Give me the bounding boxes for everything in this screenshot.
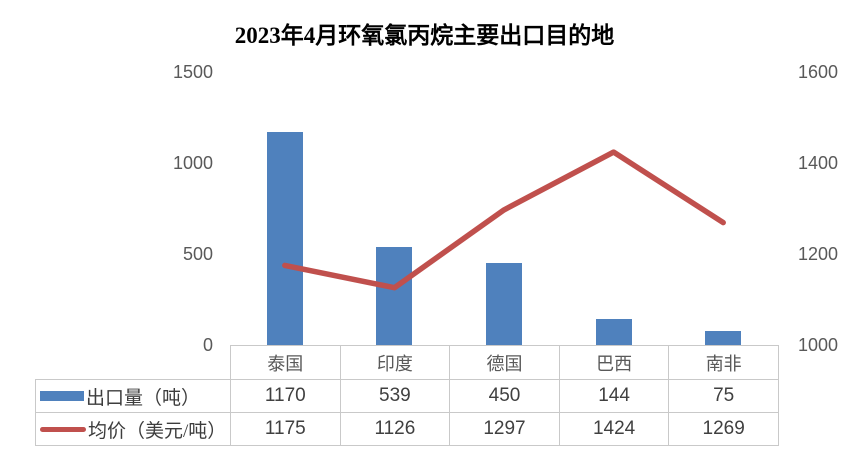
legend-label: 均价（美元/吨） <box>88 420 227 442</box>
left-axis-tick-label: 0 <box>202 335 213 355</box>
left-axis-tick-label: 1500 <box>172 62 213 82</box>
right-axis-tick-label: 1000 <box>798 335 839 355</box>
legend-cell: 出口量（吨） <box>35 379 231 413</box>
value-cell: 450 <box>449 379 560 413</box>
category-cell: 泰国 <box>230 345 341 380</box>
legend-cell: 均价（美元/吨） <box>35 412 231 446</box>
left-axis-tick-label: 500 <box>182 244 213 264</box>
chart-title: 2023年4月环氧氯丙烷主要出口目的地 <box>234 23 615 48</box>
value-cell: 1170 <box>230 379 341 413</box>
value-cell: 1424 <box>558 412 670 446</box>
bar-2 <box>486 263 522 345</box>
value-cell: 144 <box>558 379 670 413</box>
category-cell: 印度 <box>339 345 451 380</box>
legend-label: 出口量（吨） <box>86 387 201 409</box>
category-cell: 巴西 <box>558 345 670 380</box>
value-cell: 1297 <box>449 412 560 446</box>
right-axis-tick-label: 1400 <box>798 153 839 173</box>
value-cell: 1126 <box>339 412 451 446</box>
line-series-swatch <box>40 426 86 432</box>
bar-0 <box>266 132 303 345</box>
category-cell: 德国 <box>449 345 560 380</box>
right-axis-tick-label: 1600 <box>798 62 839 82</box>
value-cell: 75 <box>668 379 779 413</box>
value-cell: 1269 <box>668 412 779 446</box>
right-axis-tick-label: 1200 <box>798 244 839 264</box>
value-cell: 1175 <box>230 412 341 446</box>
bar-1 <box>376 246 413 345</box>
value-cell: 539 <box>339 379 451 413</box>
category-cell: 南非 <box>668 345 779 380</box>
left-axis-tick-label: 1000 <box>172 153 213 173</box>
bar-3 <box>595 318 632 345</box>
bar-4 <box>705 331 742 345</box>
bar-series-swatch <box>40 391 84 401</box>
